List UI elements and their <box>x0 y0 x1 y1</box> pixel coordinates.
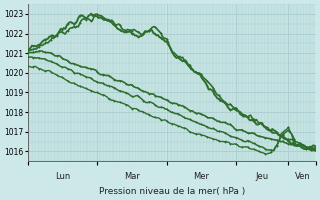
Text: Ven: Ven <box>295 172 311 181</box>
Text: Mar: Mar <box>124 172 140 181</box>
X-axis label: Pression niveau de la mer( hPa ): Pression niveau de la mer( hPa ) <box>99 187 245 196</box>
Text: Lun: Lun <box>55 172 70 181</box>
Text: Mer: Mer <box>193 172 209 181</box>
Text: Jeu: Jeu <box>256 172 269 181</box>
